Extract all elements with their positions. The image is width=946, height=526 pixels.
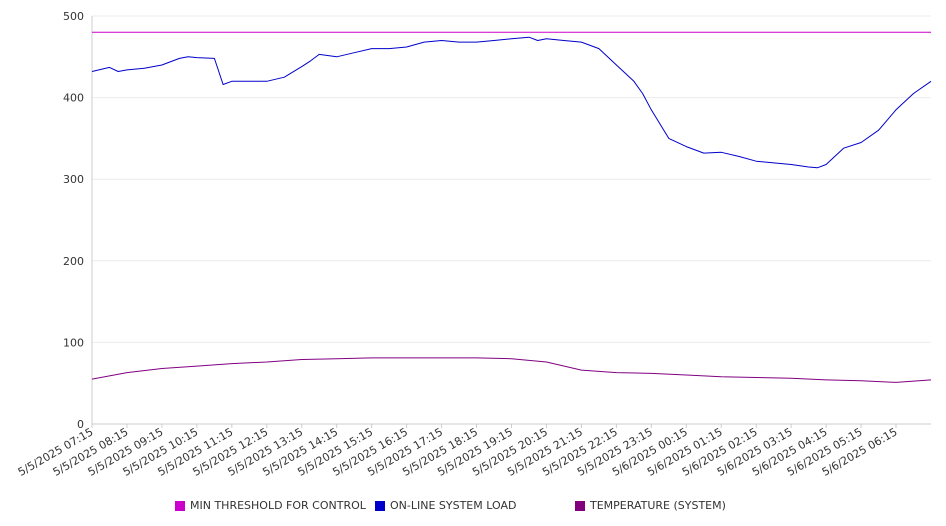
y-tick-label: 300 <box>63 173 84 186</box>
system-load-line <box>91 36 932 169</box>
y-tick-label: 500 <box>63 10 84 23</box>
y-tick-label: 0 <box>77 418 84 431</box>
legend: MIN THRESHOLD FOR CONTROL ON-LINE SYSTEM… <box>0 496 946 516</box>
legend-item-system-load[interactable]: ON-LINE SYSTEM LOAD <box>375 499 516 512</box>
legend-label-min-threshold: MIN THRESHOLD FOR CONTROL <box>190 499 366 512</box>
legend-label-temperature: TEMPERATURE (SYSTEM) <box>590 499 726 512</box>
legend-item-min-threshold[interactable]: MIN THRESHOLD FOR CONTROL <box>175 499 366 512</box>
y-tick-label: 100 <box>63 336 84 349</box>
legend-label-system-load: ON-LINE SYSTEM LOAD <box>390 499 517 512</box>
axes <box>91 16 931 425</box>
series-lines <box>91 31 932 383</box>
legend-swatch-temperature <box>575 500 585 511</box>
legend-swatch-min-threshold <box>175 500 185 511</box>
y-tick-labels: 0 100 200 300 400 500 <box>63 10 84 431</box>
gridlines <box>92 15 931 343</box>
y-tick-label: 400 <box>63 92 84 105</box>
y-tick-label: 200 <box>63 255 84 268</box>
legend-swatch-system-load <box>375 500 385 511</box>
x-tick-labels: 5/5/2025 07:155/5/2025 08:155/5/2025 09:… <box>16 424 900 479</box>
temperature-line <box>91 357 932 383</box>
legend-item-temperature[interactable]: TEMPERATURE (SYSTEM) <box>575 499 726 512</box>
